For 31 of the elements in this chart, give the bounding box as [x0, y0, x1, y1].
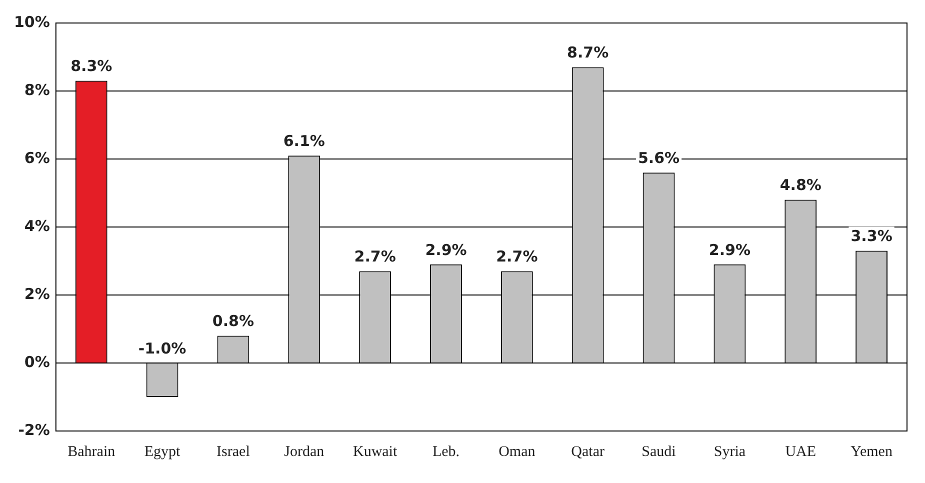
x-tick-label: Yemen — [850, 444, 893, 460]
y-tick-label: 4% — [24, 216, 50, 235]
x-tick-label: Oman — [498, 444, 536, 460]
data-label: 0.8% — [212, 312, 254, 330]
data-label: -1.0% — [138, 339, 186, 358]
data-label: 2.7% — [496, 248, 538, 266]
x-tick-label: Saudi — [642, 444, 676, 460]
x-tick-label: Kuwait — [352, 444, 398, 460]
x-tick-label: Egypt — [144, 444, 182, 460]
x-tick-label: Syria — [714, 444, 746, 460]
data-label: 2.9% — [425, 240, 467, 259]
data-label: 2.7% — [354, 248, 396, 266]
y-tick-label: 6% — [24, 148, 50, 167]
x-tick-label: Qatar — [571, 444, 604, 460]
y-tick-label: 8% — [24, 80, 50, 99]
y-tick-label: 0% — [24, 352, 50, 371]
x-tick-label: Bahrain — [68, 444, 116, 460]
x-tick-label: Israel — [216, 444, 250, 460]
data-label: 6.1% — [283, 132, 325, 150]
data-label: 3.3% — [850, 227, 892, 246]
data-label: 5.6% — [638, 148, 680, 167]
data-label: 8.7% — [567, 44, 609, 62]
x-tick-label: Leb. — [432, 444, 460, 460]
x-tick-label: UAE — [785, 444, 816, 460]
y-tick-label: 10% — [14, 12, 50, 31]
y-tick-label: 2% — [24, 284, 50, 303]
y-tick-label: -2% — [18, 420, 50, 439]
data-label: 4.8% — [780, 176, 822, 194]
data-label: 8.3% — [70, 57, 112, 76]
x-tick-label: Jordan — [284, 444, 325, 460]
data-label: 2.9% — [708, 240, 750, 259]
